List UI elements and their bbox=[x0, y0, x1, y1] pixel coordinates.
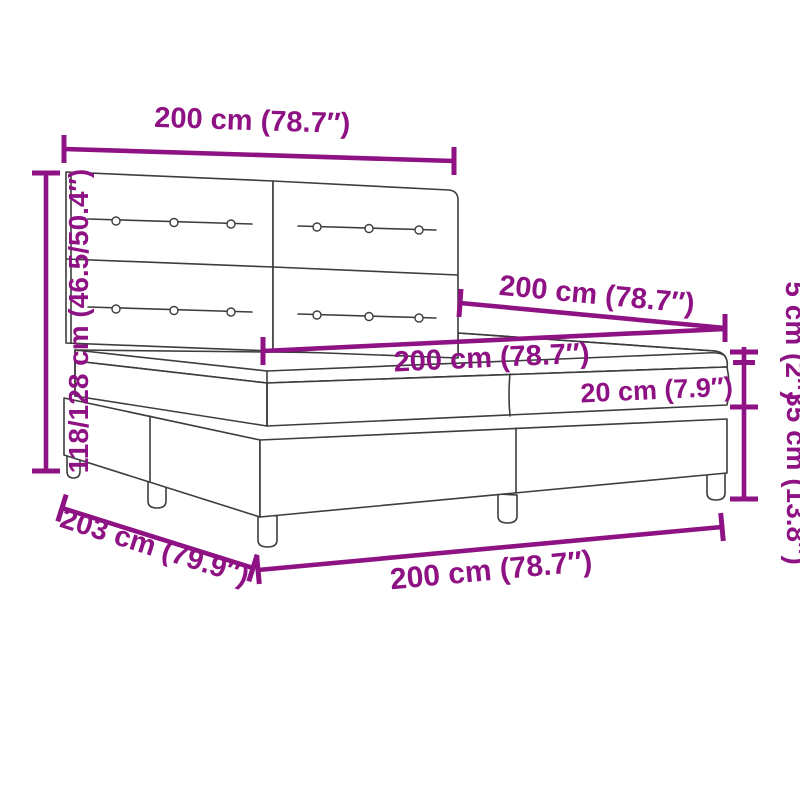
dim-label-bed-width-back: 200 cm (78.7″) bbox=[498, 270, 696, 320]
tuft-button bbox=[111, 216, 121, 226]
tuft-button bbox=[364, 311, 374, 322]
dim-label-headboard-width: 200 cm (78.7″) bbox=[154, 102, 351, 140]
mattress-block bbox=[74, 332, 730, 427]
dim-label-bed-width-front: 200 cm (78.7″) bbox=[389, 545, 594, 597]
topper-front-edge bbox=[74, 349, 725, 372]
bed-legs bbox=[66, 451, 726, 548]
dim-label-mattress-thickness: 20 cm (7.9″) bbox=[580, 372, 734, 409]
tuft-button bbox=[312, 222, 322, 232]
dim-bed-width-front: 200 cm (78.7″) bbox=[254, 512, 726, 597]
dim-label-topper-thickness: 5 cm (2″) bbox=[780, 281, 800, 400]
dim-total-height: 118/128 cm (46.5/50.4″) bbox=[32, 169, 94, 474]
tuft-button bbox=[111, 304, 121, 314]
tuft-button bbox=[169, 305, 179, 316]
topper-back-edge bbox=[457, 332, 727, 359]
tuft-button bbox=[414, 313, 424, 323]
bed-base bbox=[63, 397, 728, 518]
tuft-button bbox=[364, 223, 374, 234]
bed-leg bbox=[706, 469, 726, 501]
headboard-tuft-rows bbox=[87, 216, 437, 323]
headboard bbox=[65, 171, 459, 359]
base-front-face bbox=[259, 418, 728, 518]
dim-right-height-stack: 5 cm (2″) 35 cm (13.8″) bbox=[730, 281, 800, 565]
tuft-button bbox=[226, 219, 236, 229]
dim-label-total-height: 118/128 cm (46.5/50.4″) bbox=[63, 169, 94, 474]
tuft-button bbox=[169, 217, 179, 228]
headboard-mid-seam bbox=[65, 258, 459, 276]
headboard-left-panel bbox=[65, 171, 274, 352]
tuft-button bbox=[226, 307, 236, 317]
bed-leg bbox=[257, 513, 278, 548]
dim-label-bed-length: 203 cm (79.9″) bbox=[56, 503, 253, 592]
bed-leg bbox=[497, 493, 518, 524]
mattress-front-face bbox=[266, 366, 730, 427]
dim-label-base-height: 35 cm (13.8″) bbox=[781, 391, 800, 565]
tuft-button bbox=[312, 310, 322, 320]
mattress-split-seam bbox=[508, 373, 511, 417]
dim-bed-length: 203 cm (79.9″) bbox=[55, 493, 260, 592]
tuft-button bbox=[414, 225, 424, 235]
dim-headboard-width: 200 cm (78.7″) bbox=[61, 102, 457, 175]
headboard-right-panel bbox=[272, 180, 459, 359]
bed-drawing bbox=[63, 171, 730, 548]
dim-bed-width-back: 200 cm (78.7″) bbox=[456, 270, 726, 331]
